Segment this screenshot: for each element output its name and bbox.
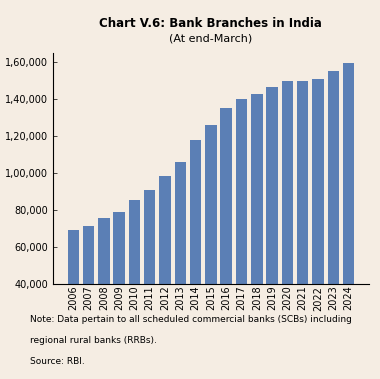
Bar — [236, 99, 247, 358]
Bar — [205, 125, 217, 358]
Text: Chart V.6: Bank Branches in India: Chart V.6: Bank Branches in India — [100, 17, 322, 30]
Text: (At end-March): (At end-March) — [169, 34, 253, 44]
Bar — [312, 79, 324, 358]
Text: Source: RBI.: Source: RBI. — [30, 357, 85, 366]
Bar — [159, 176, 171, 358]
Bar — [190, 140, 201, 358]
Bar — [220, 108, 232, 358]
Bar — [68, 230, 79, 358]
Bar — [83, 226, 94, 358]
Bar — [174, 162, 186, 358]
Bar — [144, 190, 155, 358]
Bar — [113, 212, 125, 358]
Bar — [129, 200, 140, 358]
Text: regional rural banks (RRBs).: regional rural banks (RRBs). — [30, 336, 157, 345]
Text: Note: Data pertain to all scheduled commercial banks (SCBs) including: Note: Data pertain to all scheduled comm… — [30, 315, 352, 324]
Bar — [328, 70, 339, 358]
Bar — [282, 81, 293, 358]
Y-axis label: Number: Number — [0, 148, 1, 190]
Bar — [266, 88, 278, 358]
Bar — [251, 94, 263, 358]
Bar — [297, 81, 309, 358]
Bar — [343, 63, 354, 358]
Bar — [98, 218, 109, 358]
